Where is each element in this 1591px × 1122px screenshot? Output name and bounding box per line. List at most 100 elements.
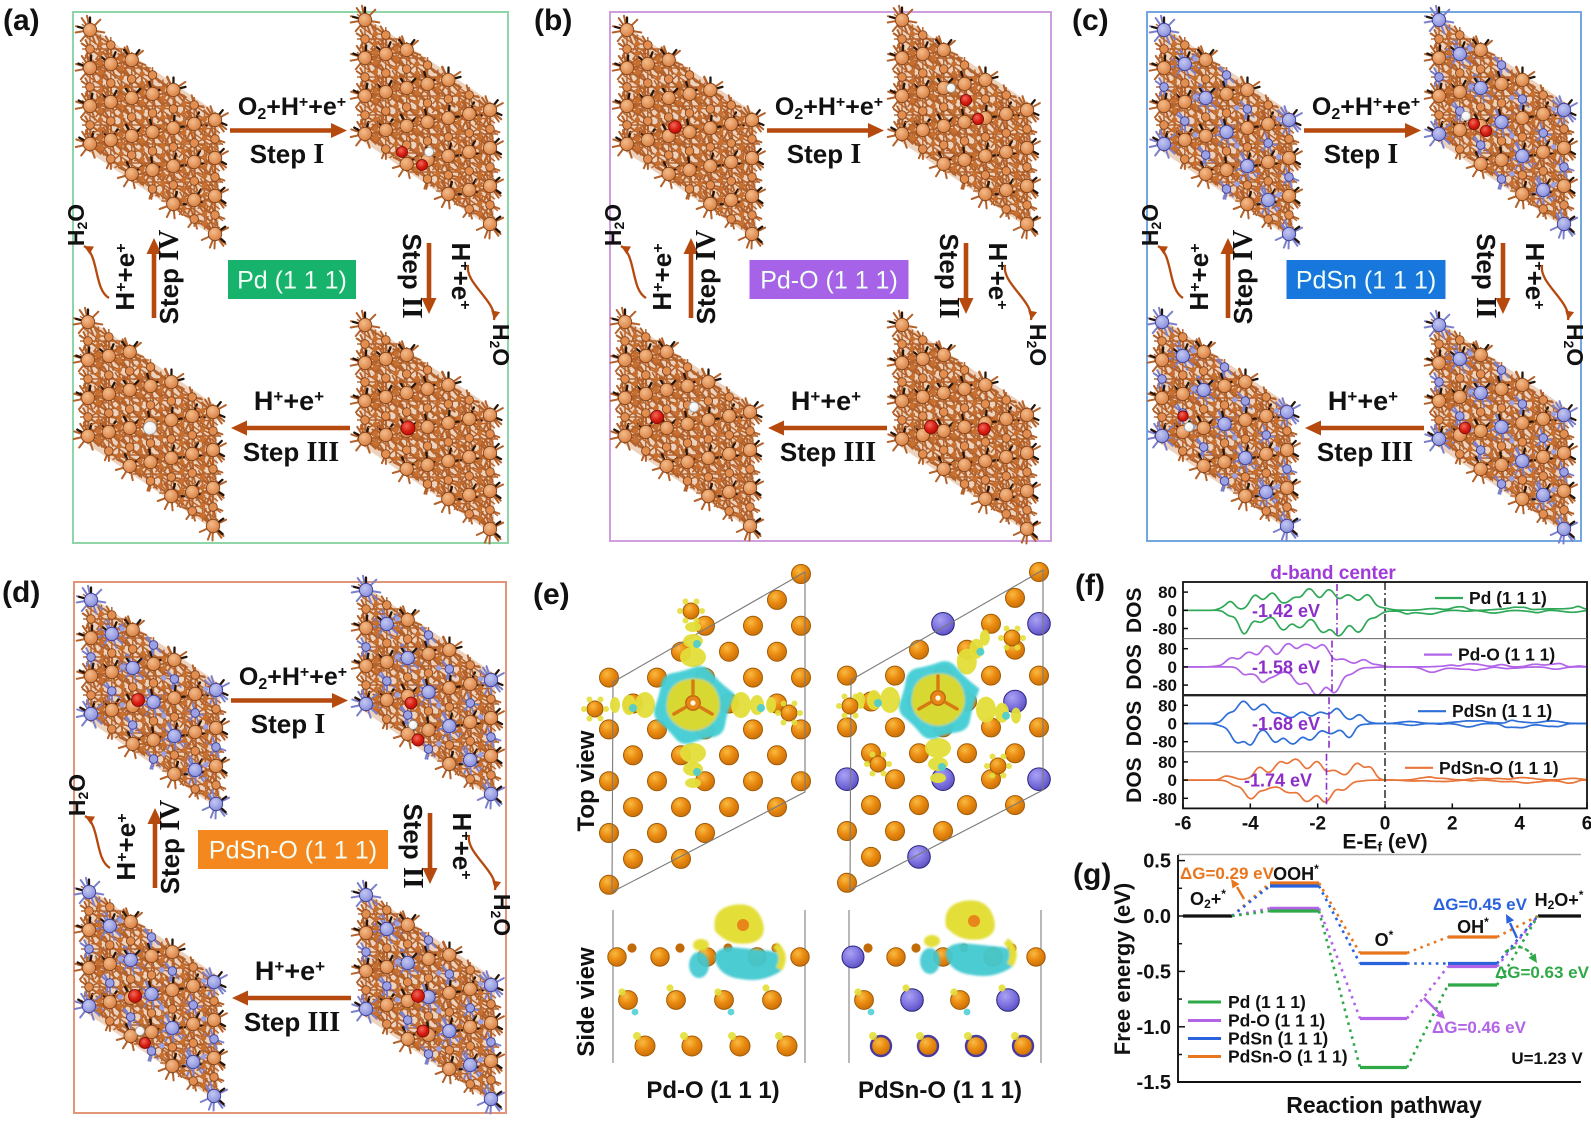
svg-text:H2O: H2O	[600, 204, 627, 246]
svg-text:80: 80	[1158, 696, 1177, 715]
svg-text:H++e+: H++e+	[1328, 386, 1398, 416]
svg-text:Pd-O (1 1 1): Pd-O (1 1 1)	[760, 267, 898, 295]
svg-text:U=1.23 V: U=1.23 V	[1511, 1049, 1583, 1068]
svg-text:0: 0	[1168, 601, 1177, 620]
svg-text:0: 0	[1168, 658, 1177, 677]
svg-text:0: 0	[1168, 771, 1177, 790]
svg-text:-80: -80	[1152, 733, 1177, 752]
svg-text:-1.68 eV: -1.68 eV	[1252, 714, 1320, 734]
svg-text:Step I: Step I	[251, 709, 325, 740]
svg-text:H++e+: H++e+	[791, 386, 861, 416]
svg-text:-1.5: -1.5	[1137, 1072, 1171, 1094]
svg-text:Step II: Step II	[396, 233, 427, 318]
svg-text:-4: -4	[1242, 813, 1259, 834]
svg-text:Pd (1 1 1): Pd (1 1 1)	[1469, 588, 1547, 608]
svg-text:O2+H++e+: O2+H++e+	[1312, 93, 1420, 123]
svg-text:Side view: Side view	[573, 947, 600, 1057]
svg-text:Pd-O (1 1 1): Pd-O (1 1 1)	[646, 1077, 779, 1104]
svg-text:H2O+*: H2O+*	[1535, 888, 1584, 912]
svg-text:H++e+: H++e+	[255, 956, 325, 986]
svg-text:(d): (d)	[2, 576, 40, 609]
svg-text:Free energy (eV): Free energy (eV)	[1110, 883, 1135, 1055]
svg-text:PdSn (1 1 1): PdSn (1 1 1)	[1452, 701, 1552, 721]
svg-text:(c): (c)	[1072, 4, 1109, 37]
svg-text:Reaction pathway: Reaction pathway	[1286, 1092, 1482, 1118]
svg-text:H++e+: H++e+	[1184, 243, 1214, 310]
svg-text:H2O: H2O	[63, 204, 90, 246]
svg-text:Pd (1 1 1): Pd (1 1 1)	[1228, 992, 1306, 1012]
svg-text:-1.42 eV: -1.42 eV	[1252, 601, 1320, 621]
svg-text:PdSn-O (1 1 1): PdSn-O (1 1 1)	[858, 1077, 1022, 1104]
svg-text:-80: -80	[1152, 789, 1177, 808]
svg-text:Step I: Step I	[787, 139, 861, 170]
svg-text:4: 4	[1514, 813, 1525, 834]
svg-text:(f): (f)	[1075, 569, 1105, 602]
svg-text:H++e+: H++e+	[111, 813, 141, 880]
svg-text:-80: -80	[1152, 676, 1177, 695]
svg-text:Step IV: Step IV	[155, 800, 186, 895]
svg-text:PdSn-O (1 1 1): PdSn-O (1 1 1)	[1439, 758, 1559, 778]
svg-text:d-band center: d-band center	[1270, 563, 1396, 584]
svg-text:H++e+: H++e+	[647, 243, 677, 310]
svg-text:-1.74 eV: -1.74 eV	[1244, 771, 1312, 791]
svg-text:(g): (g)	[1073, 858, 1111, 891]
svg-text:O*: O*	[1375, 928, 1394, 950]
svg-text:Top view: Top view	[573, 730, 600, 831]
svg-text:Step IV: Step IV	[154, 230, 185, 325]
svg-text:2: 2	[1447, 813, 1458, 834]
svg-text:Step III: Step III	[780, 437, 876, 468]
svg-text:0.5: 0.5	[1143, 851, 1171, 873]
svg-text:Step IV: Step IV	[691, 230, 722, 325]
svg-text:-1.0: -1.0	[1137, 1017, 1171, 1039]
svg-text:PdSn (1 1 1): PdSn (1 1 1)	[1296, 267, 1436, 295]
svg-text:H2O: H2O	[1024, 324, 1051, 366]
svg-text:H++e+: H++e+	[110, 243, 140, 310]
svg-text:OH*: OH*	[1457, 915, 1489, 937]
svg-text:Step III: Step III	[1317, 437, 1413, 468]
svg-text:(a): (a)	[3, 4, 40, 37]
svg-text:H2O: H2O	[1561, 324, 1588, 366]
svg-text:Step II: Step II	[933, 233, 964, 318]
svg-text:(b): (b)	[534, 4, 572, 37]
svg-text:O2+H++e+: O2+H++e+	[239, 663, 347, 693]
svg-text:O2+H++e+: O2+H++e+	[238, 93, 346, 123]
svg-text:Step IV: Step IV	[1228, 230, 1259, 325]
svg-text:H++e+: H++e+	[254, 386, 324, 416]
svg-text:80: 80	[1158, 640, 1177, 659]
svg-text:-0.5: -0.5	[1137, 961, 1171, 983]
svg-text:OOH*: OOH*	[1273, 862, 1319, 884]
svg-text:Step II: Step II	[1470, 233, 1501, 318]
svg-text:80: 80	[1158, 583, 1177, 602]
svg-text:0: 0	[1168, 715, 1177, 734]
svg-text:Pd-O (1 1 1): Pd-O (1 1 1)	[1228, 1011, 1325, 1031]
svg-text:H++e+: H++e+	[447, 812, 477, 879]
svg-text:Pd (1 1 1): Pd (1 1 1)	[237, 267, 347, 295]
svg-text:Step III: Step III	[243, 437, 339, 468]
svg-text:6: 6	[1582, 813, 1591, 834]
svg-text:O2+*: O2+*	[1190, 887, 1226, 911]
svg-text:PdSn (1 1 1): PdSn (1 1 1)	[1228, 1029, 1328, 1049]
svg-text:Pd-O (1 1 1): Pd-O (1 1 1)	[1458, 645, 1555, 665]
svg-text:-80: -80	[1152, 620, 1177, 639]
svg-text:O2+H++e+: O2+H++e+	[775, 93, 883, 123]
svg-text:Step III: Step III	[244, 1007, 340, 1038]
svg-text:H++e+: H++e+	[983, 242, 1013, 309]
svg-text:DOS: DOS	[1123, 757, 1146, 803]
svg-text:Step I: Step I	[1324, 139, 1398, 170]
svg-text:DOS: DOS	[1123, 588, 1146, 634]
svg-text:0: 0	[1380, 813, 1391, 834]
svg-text:PdSn-O (1 1 1): PdSn-O (1 1 1)	[1228, 1047, 1348, 1067]
svg-text:Step II: Step II	[397, 803, 428, 888]
svg-text:H2O: H2O	[64, 774, 91, 816]
svg-text:H2O: H2O	[1137, 204, 1164, 246]
svg-text:-1.58 eV: -1.58 eV	[1252, 657, 1320, 677]
svg-text:80: 80	[1158, 753, 1177, 772]
svg-text:ΔG=0.63 eV: ΔG=0.63 eV	[1495, 963, 1590, 982]
svg-text:ΔG=0.46 eV: ΔG=0.46 eV	[1432, 1018, 1527, 1037]
svg-text:H++e+: H++e+	[1520, 242, 1550, 309]
svg-text:H2O: H2O	[487, 324, 514, 366]
svg-text:H2O: H2O	[488, 894, 515, 936]
svg-text:PdSn-O (1 1 1): PdSn-O (1 1 1)	[209, 837, 377, 865]
svg-text:DOS: DOS	[1123, 644, 1146, 690]
svg-text:H++e+: H++e+	[446, 242, 476, 309]
